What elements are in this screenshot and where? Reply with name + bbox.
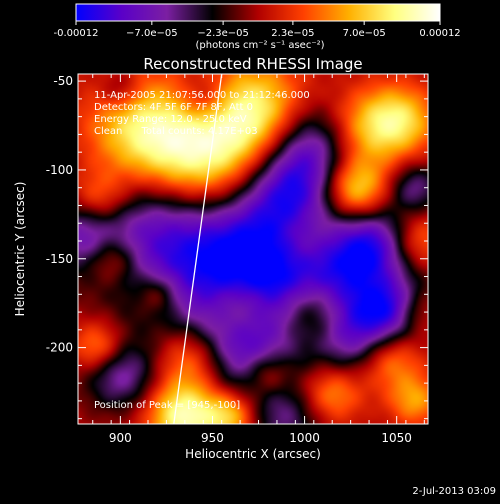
y-tick-label: -100 <box>46 163 73 177</box>
y-tick-label: -200 <box>46 341 73 355</box>
y-tick-label: -150 <box>46 252 73 266</box>
footer-timestamp: 2-Jul-2013 03:09 <box>412 486 496 497</box>
x-tick-label: 900 <box>109 431 132 445</box>
colorbar-tick-label: 7.0e−05 <box>343 28 386 39</box>
colorbar-ticks <box>75 21 441 25</box>
y-axis-ticks: -50 -100 -150 -200 <box>46 74 428 420</box>
plot-frame <box>77 73 429 425</box>
x-tick-label: 1050 <box>381 431 412 445</box>
heatmap-area <box>78 74 428 424</box>
solar-limb-line <box>173 74 223 424</box>
colorbar-tick-label: −2.3e−05 <box>197 28 249 39</box>
colorbar-units-label: (photons cm⁻² s⁻¹ asec⁻²) <box>195 40 324 51</box>
annotation-energy-range: Energy Range: 12.0 - 25.0 keV <box>94 114 247 125</box>
y-tick-label: -50 <box>53 74 73 88</box>
annotation-total-counts: Clean Total counts: 4.17E+03 <box>94 126 258 137</box>
x-axis-label: Heliocentric X (arcsec) <box>185 447 321 461</box>
colorbar-tick-label: −7.0e−05 <box>126 28 178 39</box>
colorbar <box>75 3 441 22</box>
y-axis-label: Heliocentric Y (arcsec) <box>13 182 27 317</box>
colorbar-tick-label: 2.3e−05 <box>271 28 314 39</box>
colorbar-tick-labels: -0.00012 −7.0e−05 −2.3e−05 2.3e−05 7.0e−05 0.… <box>54 28 461 39</box>
annotation-block: 11-Apr-2005 21:07:56.000 to 21:12:46.000… <box>94 90 310 137</box>
x-tick-label: 950 <box>201 431 224 445</box>
annotation-detectors: Detectors: 4F 5F 6F 7F 8F, Att 0 <box>94 102 253 113</box>
peak-position-label: Position of Peak = [945,-100] <box>94 400 240 411</box>
chart-title: Reconstructed RHESSI Image <box>143 55 362 73</box>
annotation-time-range: 11-Apr-2005 21:07:56.000 to 21:12:46.000 <box>94 90 310 101</box>
heatmap-image <box>78 74 428 424</box>
colorbar-tick-label: -0.00012 <box>54 28 99 39</box>
colorbar-tick-label: 0.00012 <box>419 28 460 39</box>
x-axis-ticks: 900 950 1000 1050 <box>92 74 425 445</box>
x-tick-label: 1000 <box>289 431 320 445</box>
